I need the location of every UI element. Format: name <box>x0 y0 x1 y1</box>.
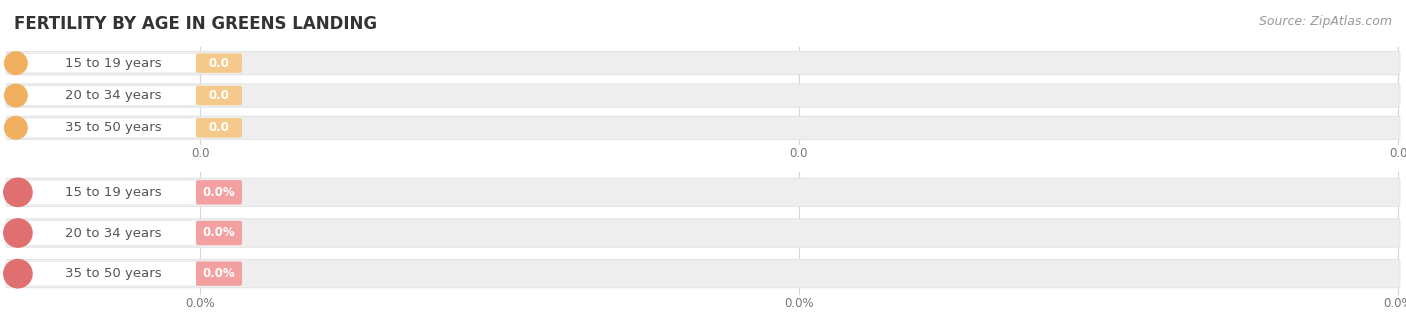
Text: 0.0: 0.0 <box>790 148 808 160</box>
Text: 35 to 50 years: 35 to 50 years <box>65 121 162 134</box>
FancyBboxPatch shape <box>6 116 1400 140</box>
Text: 0.0: 0.0 <box>208 89 229 102</box>
Text: 0.0%: 0.0% <box>1384 297 1406 311</box>
Text: 0.0: 0.0 <box>208 57 229 70</box>
FancyBboxPatch shape <box>195 180 242 205</box>
Text: 0.0%: 0.0% <box>202 226 235 240</box>
Circle shape <box>4 116 27 139</box>
Text: 0.0: 0.0 <box>208 121 229 134</box>
FancyBboxPatch shape <box>195 53 242 73</box>
FancyBboxPatch shape <box>10 86 198 105</box>
Text: 20 to 34 years: 20 to 34 years <box>65 226 162 240</box>
Text: 20 to 34 years: 20 to 34 years <box>65 89 162 102</box>
FancyBboxPatch shape <box>10 118 198 138</box>
Text: 15 to 19 years: 15 to 19 years <box>65 57 162 70</box>
FancyBboxPatch shape <box>6 84 1400 107</box>
Text: 0.0%: 0.0% <box>202 186 235 199</box>
Text: 15 to 19 years: 15 to 19 years <box>65 186 162 199</box>
FancyBboxPatch shape <box>6 219 1400 247</box>
FancyBboxPatch shape <box>10 261 198 286</box>
FancyBboxPatch shape <box>6 178 1400 207</box>
Text: 0.0%: 0.0% <box>785 297 814 311</box>
FancyBboxPatch shape <box>195 221 242 245</box>
FancyBboxPatch shape <box>10 221 198 245</box>
FancyBboxPatch shape <box>195 86 242 105</box>
Circle shape <box>4 219 32 247</box>
Text: 0.0: 0.0 <box>191 148 209 160</box>
FancyBboxPatch shape <box>195 118 242 138</box>
FancyBboxPatch shape <box>6 259 1400 288</box>
Circle shape <box>4 259 32 288</box>
Text: 0.0: 0.0 <box>1389 148 1406 160</box>
FancyBboxPatch shape <box>6 51 1400 75</box>
Text: FERTILITY BY AGE IN GREENS LANDING: FERTILITY BY AGE IN GREENS LANDING <box>14 15 377 33</box>
Text: 0.0%: 0.0% <box>186 297 215 311</box>
Circle shape <box>4 178 32 207</box>
Text: 0.0%: 0.0% <box>202 267 235 280</box>
FancyBboxPatch shape <box>195 261 242 286</box>
FancyBboxPatch shape <box>10 53 198 73</box>
Circle shape <box>4 52 27 75</box>
Circle shape <box>4 84 27 107</box>
Text: 35 to 50 years: 35 to 50 years <box>65 267 162 280</box>
Text: Source: ZipAtlas.com: Source: ZipAtlas.com <box>1258 15 1392 28</box>
FancyBboxPatch shape <box>10 180 198 205</box>
